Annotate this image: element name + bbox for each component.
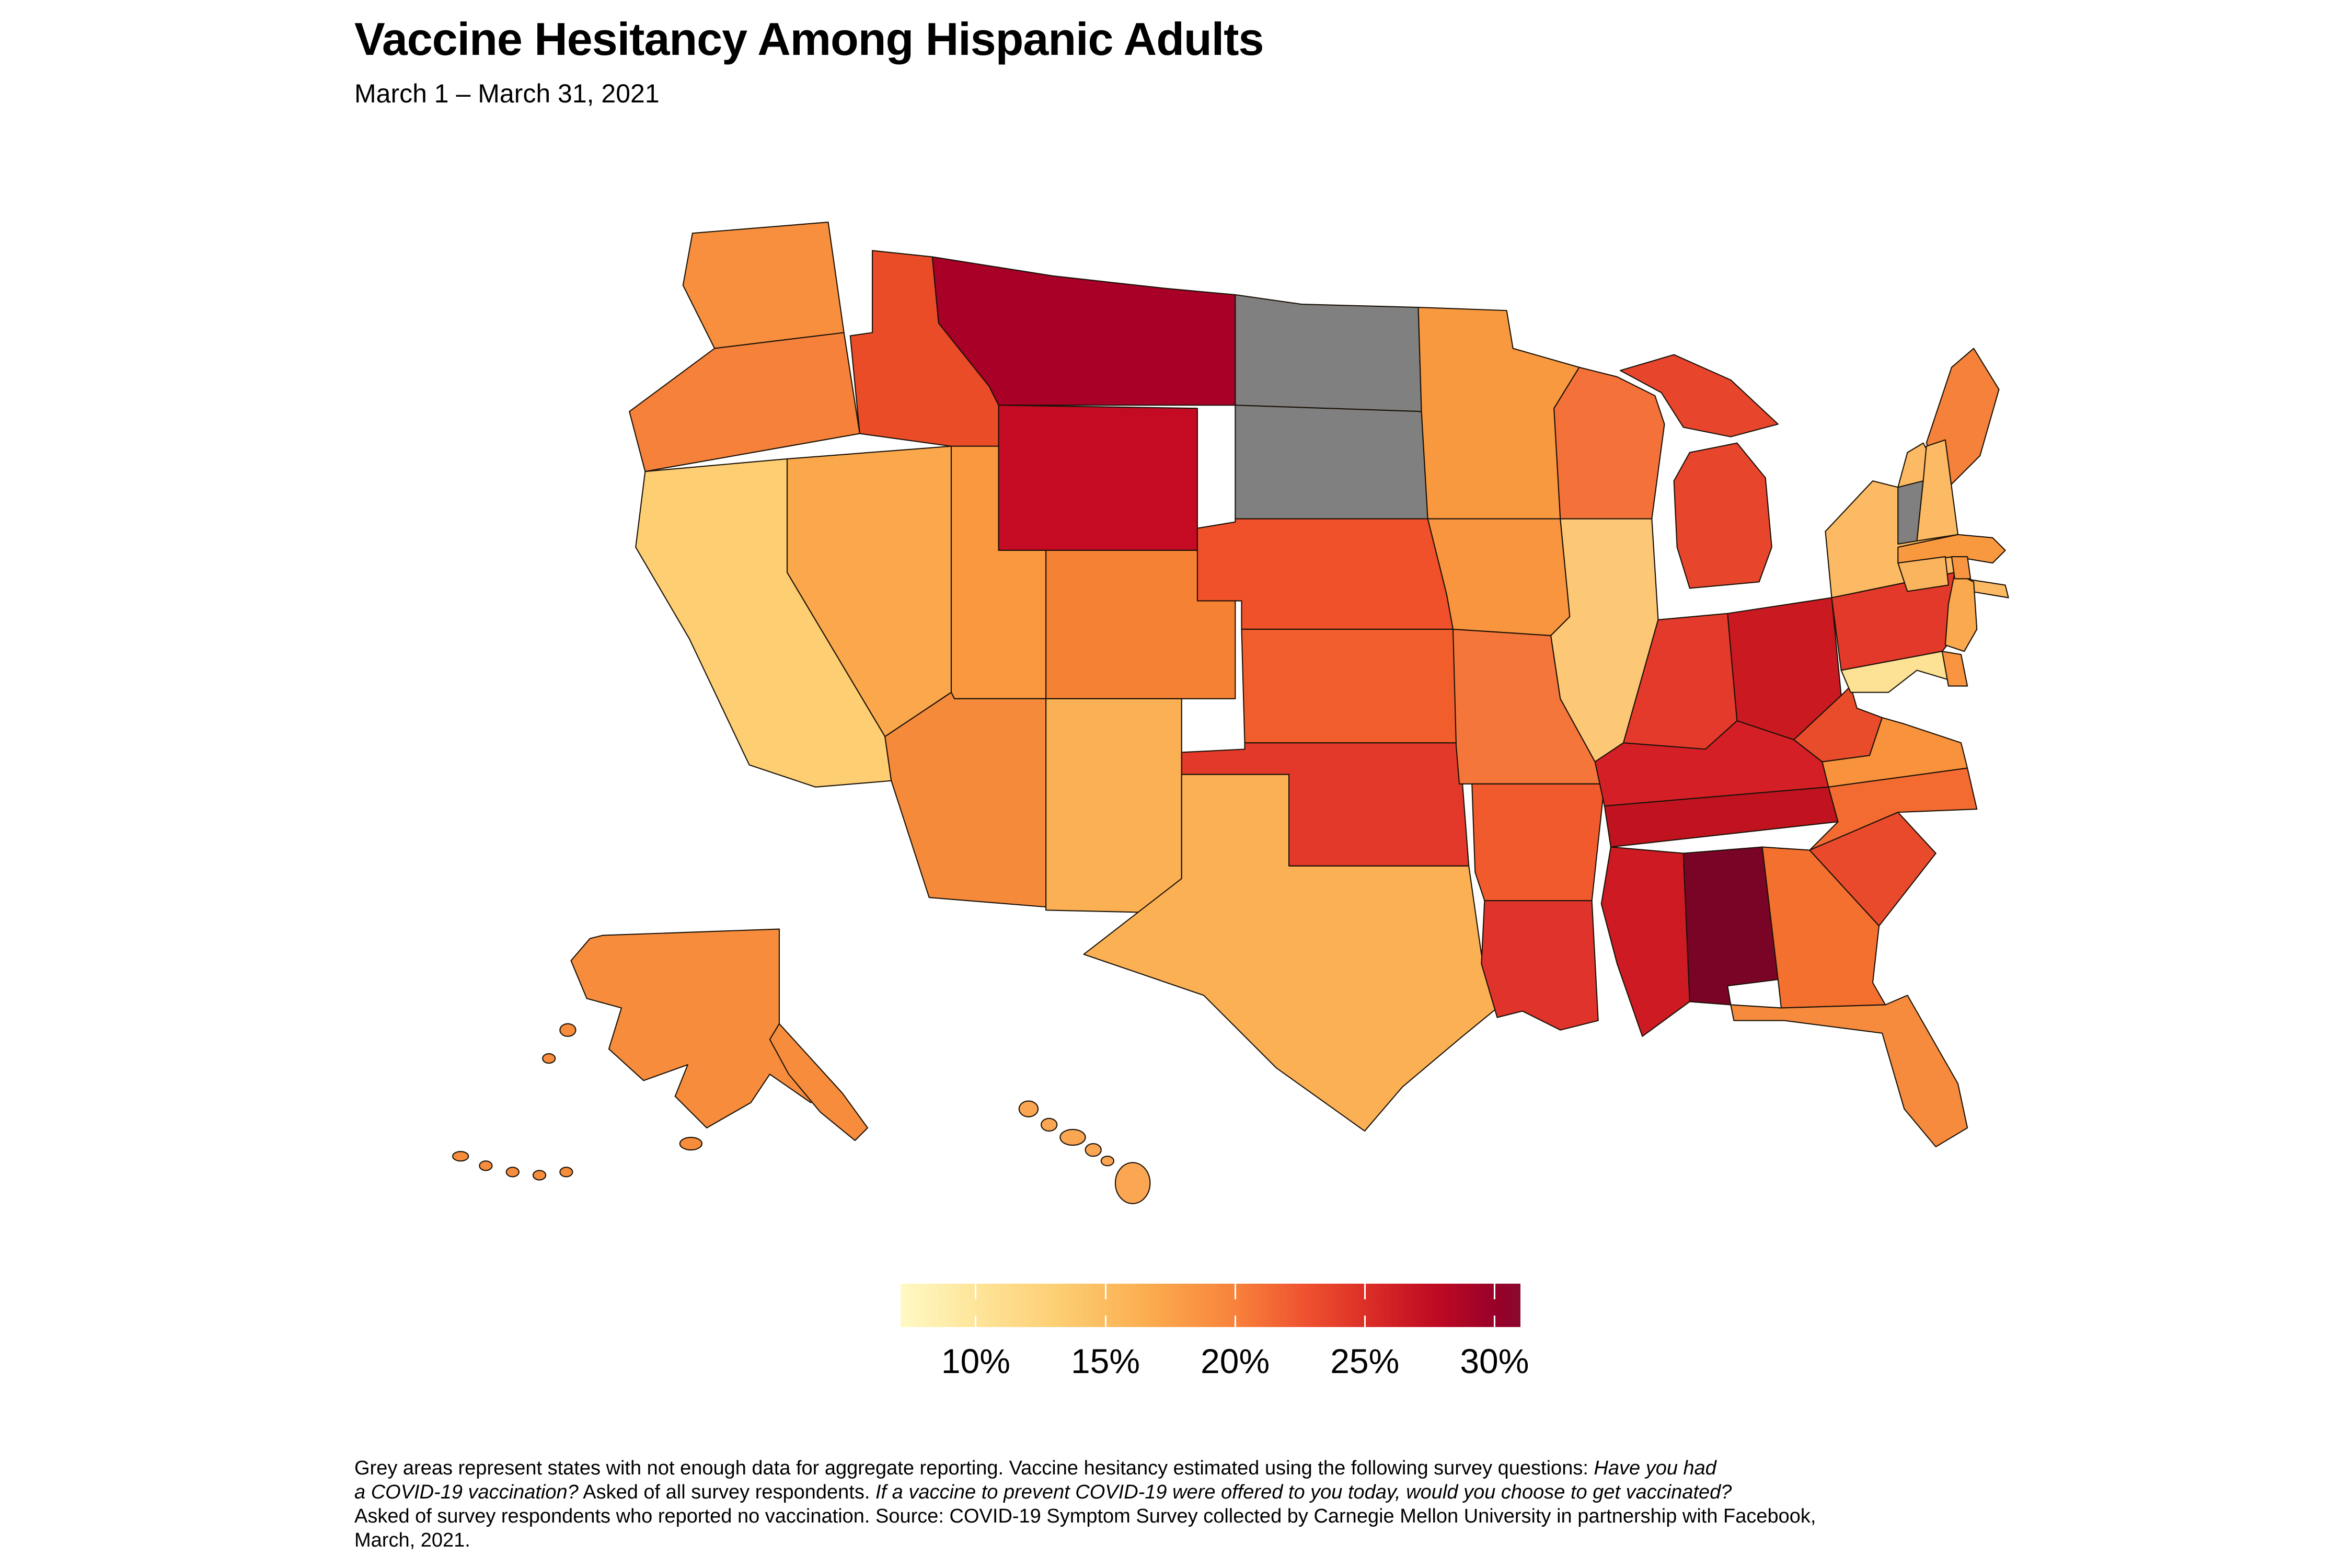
state-ak xyxy=(452,1151,469,1162)
state-mi xyxy=(1673,442,1772,589)
state-ak xyxy=(570,928,837,1128)
footnote-text: March, 2021. xyxy=(354,1529,470,1551)
state-nm xyxy=(1045,698,1182,914)
footnote-text: Asked of all survey respondents. xyxy=(578,1481,875,1503)
state-ga xyxy=(1761,846,1886,1009)
legend-tick xyxy=(975,1284,977,1299)
footnote-line: a COVID-19 vaccination? Asked of all sur… xyxy=(354,1480,2246,1504)
chart-title: Vaccine Hesitancy Among Hispanic Adults xyxy=(354,13,1264,65)
footnote-line: March, 2021. xyxy=(354,1528,2246,1552)
footnote-survey-question: If a vaccine to prevent COVID-19 were of… xyxy=(875,1481,1732,1503)
state-nh xyxy=(1916,439,1959,541)
state-ak xyxy=(559,1023,577,1037)
footnote-line: Asked of survey respondents who reported… xyxy=(354,1504,2246,1528)
state-az xyxy=(884,691,1047,908)
state-ms xyxy=(1600,846,1690,1037)
state-al xyxy=(1682,846,1779,1006)
legend-tick xyxy=(1364,1316,1366,1327)
state-ak xyxy=(559,1167,573,1178)
state-fl xyxy=(1730,995,1968,1148)
footnote-survey-question: a COVID-19 vaccination? xyxy=(354,1481,579,1503)
legend-tick xyxy=(1104,1284,1106,1299)
state-ak xyxy=(479,1160,493,1171)
state-hi xyxy=(1018,1100,1039,1117)
state-hi xyxy=(1100,1156,1114,1167)
state-hi xyxy=(1059,1128,1086,1146)
legend-tick xyxy=(1493,1316,1495,1327)
state-mi xyxy=(1619,354,1779,437)
legend-tick xyxy=(1364,1284,1366,1299)
state-ri xyxy=(1951,556,1971,580)
legend-tick-label: 10% xyxy=(941,1342,1010,1380)
footnote-survey-question: Have you had xyxy=(1594,1457,1716,1479)
state-tx xyxy=(1083,774,1498,1132)
footnote-text: Asked of survey respondents who reported… xyxy=(354,1505,1816,1527)
legend-gradient-bar xyxy=(901,1284,1520,1327)
state-ar xyxy=(1471,783,1605,902)
legend-tick-label: 15% xyxy=(1070,1342,1140,1380)
contiguous-states-group xyxy=(629,222,2009,1148)
legend-tick xyxy=(975,1316,977,1327)
state-ak xyxy=(532,1170,547,1181)
legend-tick xyxy=(1104,1316,1106,1327)
state-ks xyxy=(1241,628,1460,744)
state-de xyxy=(1941,651,1968,687)
state-sd xyxy=(1235,405,1428,520)
state-nj xyxy=(1944,572,1978,652)
legend-tick-label: 25% xyxy=(1330,1342,1400,1380)
legend-tick xyxy=(1493,1284,1495,1299)
state-or xyxy=(629,332,860,472)
us-choropleth-map xyxy=(452,222,2009,1204)
state-ak xyxy=(542,1053,556,1064)
footnote-text: Grey areas represent states with not eno… xyxy=(354,1457,1594,1479)
footnote-line: Grey areas represent states with not eno… xyxy=(354,1456,2246,1480)
legend-tick xyxy=(1234,1284,1236,1299)
legend-tick-label: 20% xyxy=(1201,1342,1270,1380)
legend-tick-label: 30% xyxy=(1460,1342,1529,1380)
state-ak xyxy=(679,1136,703,1151)
state-ak xyxy=(505,1167,520,1178)
state-wi xyxy=(1553,366,1665,520)
state-co xyxy=(1045,546,1236,699)
state-ct xyxy=(1897,556,1949,592)
state-hi xyxy=(1114,1162,1151,1204)
state-hi xyxy=(1085,1143,1102,1157)
state-ak xyxy=(769,1023,869,1142)
state-hi xyxy=(1041,1117,1058,1132)
state-wa xyxy=(682,222,845,349)
state-nd xyxy=(1235,294,1422,412)
legend-tick xyxy=(1234,1316,1236,1327)
footnote: Grey areas represent states with not eno… xyxy=(354,1456,2246,1552)
state-la xyxy=(1481,900,1599,1031)
alaska-hawaii-insets-group xyxy=(452,928,1151,1204)
state-wy xyxy=(998,405,1198,551)
chart-subtitle: March 1 – March 31, 2021 xyxy=(354,79,660,108)
